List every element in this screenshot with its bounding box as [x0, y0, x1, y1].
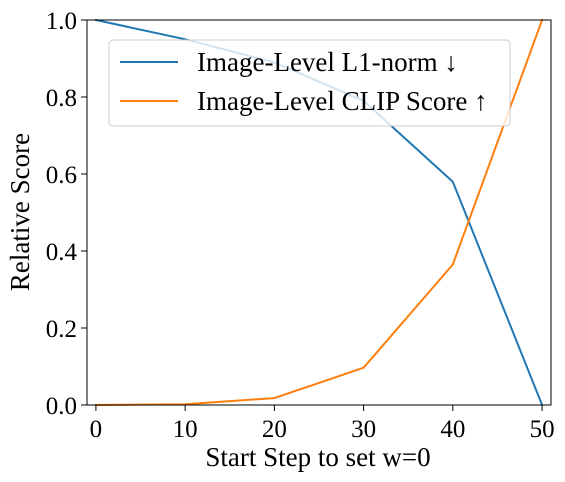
- y-tick-label: 1.0: [46, 8, 77, 35]
- x-tick-label: 30: [351, 416, 376, 443]
- ticks-layer: 0 10 20 30 40 50 0.0 0.2 0.4 0.6 0.8 1.0: [46, 8, 555, 443]
- legend-label-l1-norm: Image-Level L1-norm ↓: [197, 47, 458, 77]
- x-axis-label: Start Step to set w=0: [205, 442, 430, 472]
- x-tick-label: 10: [173, 416, 198, 443]
- series-line-clip-score: [94, 18, 544, 407]
- legend-label-clip-score: Image-Level CLIP Score ↑: [197, 86, 488, 116]
- y-tick-label: 0.6: [46, 162, 77, 189]
- legend-box: [108, 39, 511, 127]
- x-tick-label: 50: [530, 416, 555, 443]
- legend: Image-Level L1-norm ↓ Image-Level CLIP S…: [108, 39, 511, 127]
- y-tick-label: 0.0: [46, 393, 77, 420]
- x-tick-label: 20: [262, 416, 287, 443]
- x-tick-label: 0: [90, 416, 103, 443]
- plot-frame: [86, 19, 552, 406]
- y-tick-label: 0.8: [46, 85, 77, 112]
- y-tick-label: 0.4: [46, 239, 78, 266]
- x-tick-label: 40: [440, 416, 465, 443]
- y-axis-label: Relative Score: [5, 133, 35, 291]
- y-tick-label: 0.2: [46, 316, 77, 343]
